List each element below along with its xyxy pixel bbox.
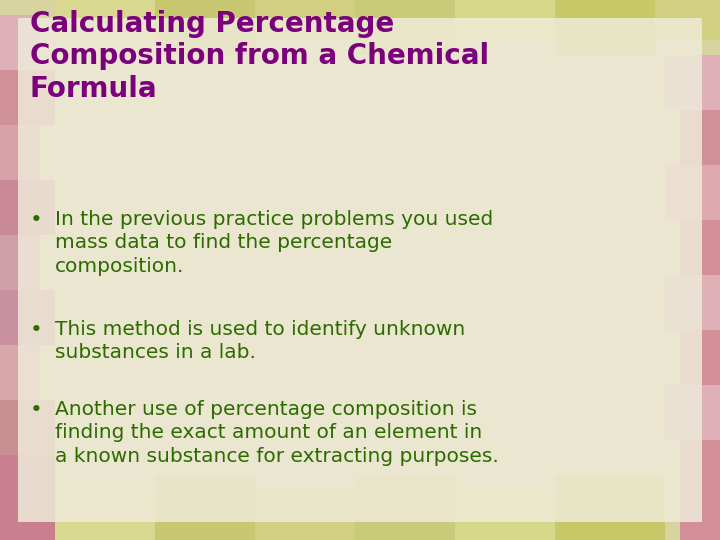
- Bar: [665, 385, 720, 440]
- Bar: [680, 330, 720, 385]
- Bar: [55, 0, 155, 40]
- Bar: [455, 0, 555, 40]
- Text: Calculating Percentage
Composition from a Chemical
Formula: Calculating Percentage Composition from …: [30, 10, 489, 103]
- Bar: [0, 290, 55, 345]
- Bar: [355, 0, 455, 55]
- Bar: [155, 0, 255, 55]
- Bar: [555, 0, 655, 55]
- Bar: [155, 475, 255, 540]
- Bar: [680, 440, 720, 540]
- Bar: [0, 125, 40, 180]
- Bar: [0, 455, 55, 540]
- Text: •: •: [30, 400, 42, 420]
- Bar: [680, 110, 720, 165]
- Bar: [55, 490, 155, 540]
- Bar: [665, 55, 720, 110]
- Bar: [555, 475, 665, 540]
- Bar: [455, 490, 555, 540]
- Bar: [255, 0, 355, 40]
- Bar: [0, 15, 40, 70]
- Bar: [665, 275, 720, 330]
- Bar: [0, 345, 40, 400]
- Bar: [665, 165, 720, 220]
- Bar: [0, 70, 55, 125]
- Bar: [0, 180, 55, 235]
- Bar: [255, 490, 355, 540]
- Bar: [355, 475, 455, 540]
- Bar: [655, 0, 720, 40]
- Bar: [680, 220, 720, 275]
- Text: •: •: [30, 320, 42, 340]
- Text: This method is used to identify unknown
substances in a lab.: This method is used to identify unknown …: [55, 320, 465, 362]
- Text: Another use of percentage composition is
finding the exact amount of an element : Another use of percentage composition is…: [55, 400, 499, 466]
- Bar: [0, 400, 55, 455]
- Text: •: •: [30, 210, 42, 230]
- Bar: [0, 235, 40, 290]
- Text: In the previous practice problems you used
mass data to find the percentage
comp: In the previous practice problems you us…: [55, 210, 493, 276]
